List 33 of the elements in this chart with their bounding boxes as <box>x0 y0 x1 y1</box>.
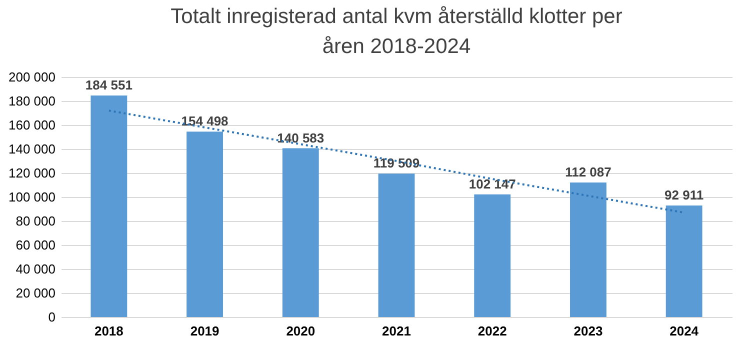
data-label: 119 509 <box>373 156 420 171</box>
bar <box>474 194 511 317</box>
data-label: 92 911 <box>664 188 704 203</box>
y-tick-label: 80 000 <box>16 214 56 228</box>
y-tick-label: 120 000 <box>8 166 56 180</box>
bar <box>570 182 606 317</box>
x-tick-label: 2018 <box>94 324 124 338</box>
x-tick-label: 2021 <box>382 324 411 338</box>
data-label: 184 551 <box>85 78 132 93</box>
x-tick-label: 2019 <box>190 324 220 338</box>
bar <box>90 96 128 317</box>
y-tick-label: 160 000 <box>8 118 56 132</box>
bar <box>666 206 702 317</box>
chart-title: Totalt inregisterad antal kvm återställd klotter per åren 2018-2024 <box>170 5 622 58</box>
data-label: 154 498 <box>181 114 228 129</box>
y-tick-label: 140 000 <box>8 142 56 156</box>
data-label: 112 087 <box>565 164 612 180</box>
bar <box>186 132 223 317</box>
bar <box>378 174 415 317</box>
y-tick-label: 100 000 <box>8 190 56 204</box>
data-label: 102 147 <box>468 176 516 192</box>
y-tick-label: 40 000 <box>16 262 56 276</box>
y-tick-label: 180 000 <box>8 94 56 108</box>
y-tick-label: 20 000 <box>16 286 56 300</box>
bar <box>282 148 319 317</box>
x-tick-label: 2022 <box>478 324 507 338</box>
y-tick-label: 60 000 <box>16 238 56 252</box>
x-tick-label: 2023 <box>574 324 603 338</box>
x-tick-label: 2024 <box>670 324 700 338</box>
x-tick-label: 2020 <box>286 324 316 338</box>
y-tick-label: 200 000 <box>8 70 56 84</box>
data-label: 140 583 <box>277 130 324 146</box>
y-tick-label: 0 <box>48 310 56 324</box>
